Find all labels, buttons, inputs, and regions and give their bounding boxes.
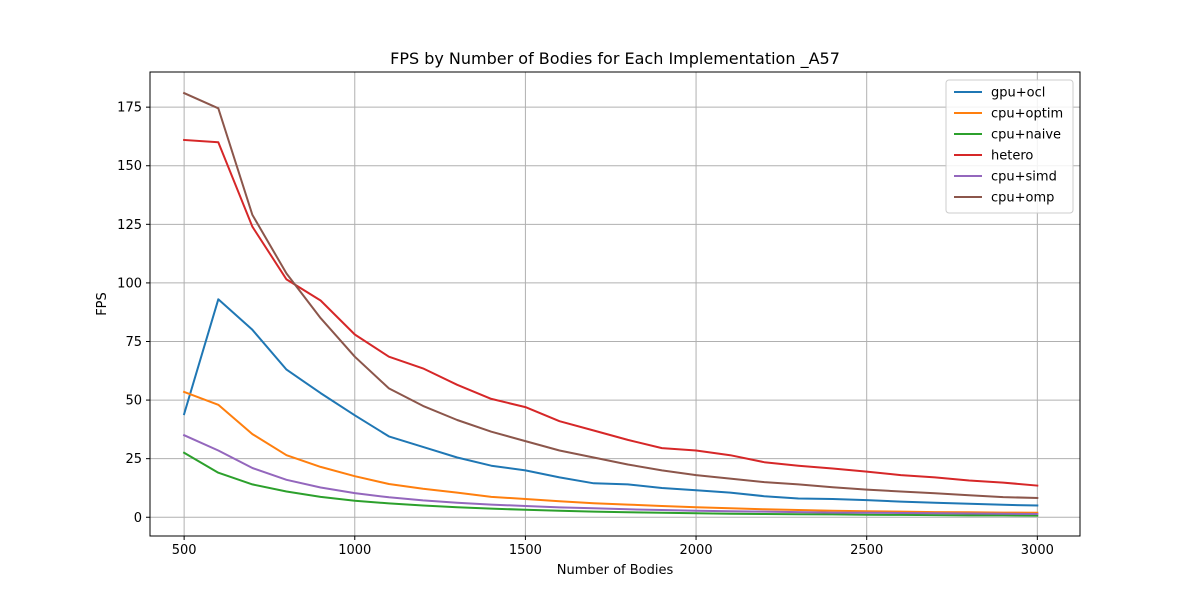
grid-lines [150,72,1080,536]
legend-label: hetero [991,149,1033,164]
x-tick-label: 2500 [850,543,883,558]
series-line-hetero [183,138,1039,487]
series-lines [182,91,1039,517]
plot-area-frame [149,71,1081,537]
legend-label: cpu+simd [991,170,1057,185]
axis-ticks: 500 1000 1500 2000 2500 3000 0 25 50 75 100 125 150 1… [117,101,1054,558]
series-line-cpu-simd [182,433,1039,516]
series-line-cpu-naive [182,451,1039,517]
legend: gpu+ocl cpu+optim cpu+naive hetero cpu+simd c… [945,79,1074,214]
y-tick-label: 175 [117,101,142,116]
series-line-gpu-ocl [182,298,1039,507]
series-line-cpu-optim [182,390,1039,514]
y-tick-label: 100 [117,276,142,291]
legend-label: gpu+ocl [991,86,1045,101]
x-tick-label: 2000 [680,543,713,558]
x-tick-label: 3000 [1021,543,1054,558]
y-tick-label: 150 [117,159,142,174]
y-tick-label: 75 [125,335,142,350]
x-tick-label: 1500 [509,543,542,558]
legend-label: cpu+naive [991,128,1061,143]
series-line-cpu-omp [182,91,1039,500]
x-axis-label: Number of Bodies [557,563,674,578]
y-tick-label: 0 [134,511,142,526]
legend-label: cpu+omp [991,191,1054,206]
y-tick-label: 125 [117,218,142,233]
y-tick-label: 25 [125,452,142,467]
x-tick-label: 1000 [338,543,371,558]
legend-label: cpu+optim [991,107,1063,122]
y-axis-label: FPS [95,292,110,316]
x-tick-label: 500 [172,543,197,558]
chart-title: FPS by Number of Bodies for Each Impleme… [390,49,840,69]
y-tick-label: 50 [125,394,142,409]
